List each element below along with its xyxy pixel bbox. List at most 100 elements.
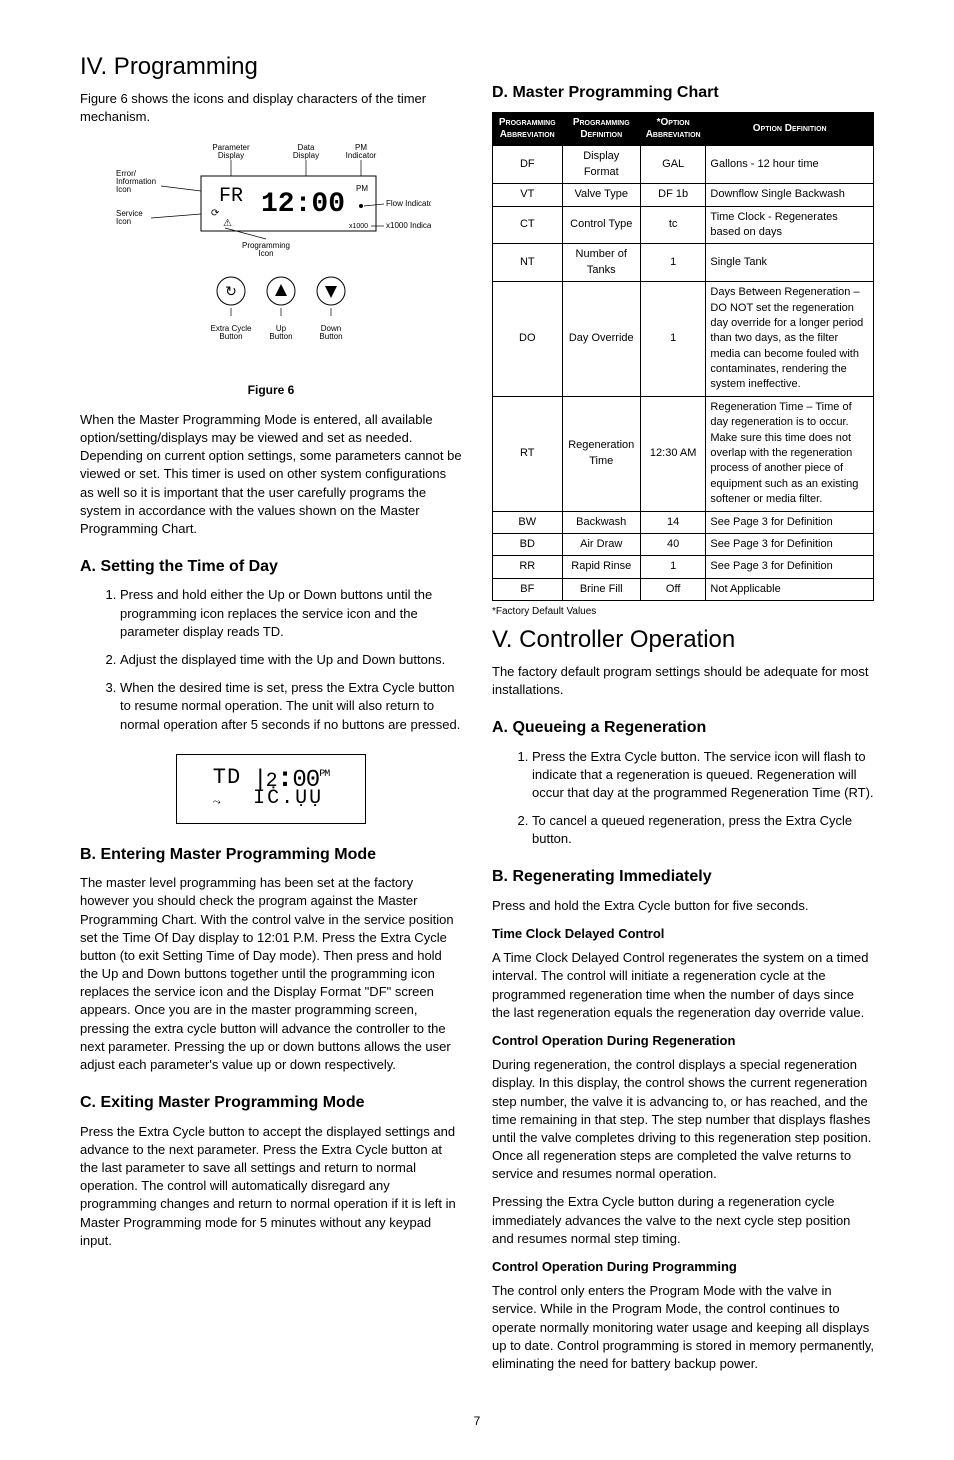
td: 1 <box>640 244 705 282</box>
section-a-title: A. Setting the Time of Day <box>80 556 462 578</box>
list-item: When the desired time is set, press the … <box>120 679 462 734</box>
td: Regeneration Time <box>562 396 640 511</box>
td: GAL <box>640 146 705 184</box>
svg-text:Flow Indicator: Flow Indicator <box>386 199 431 208</box>
td: tc <box>640 206 705 244</box>
th: *Option Abbreviation <box>640 113 705 146</box>
section-d-title: D. Master Programming Chart <box>492 82 874 104</box>
section-5-title: V. Controller Operation <box>492 623 874 657</box>
list-item: To cancel a queued regeneration, press t… <box>532 812 874 848</box>
svg-text:12:00: 12:00 <box>261 189 345 220</box>
table-footnote: *Factory Default Values <box>492 605 874 619</box>
td: BD <box>493 533 563 555</box>
page-number: 7 <box>80 1413 874 1430</box>
section-b-title: B. Entering Master Programming Mode <box>80 844 462 866</box>
section-5b-p1: Press and hold the Extra Cycle button fo… <box>492 897 874 915</box>
td: 1 <box>640 556 705 578</box>
section-5b-p2: A Time Clock Delayed Control regenerates… <box>492 949 874 1022</box>
lcd-param: TD <box>213 765 241 790</box>
td: RT <box>493 396 563 511</box>
td: Number of Tanks <box>562 244 640 282</box>
svg-text:Button: Button <box>269 332 292 341</box>
figure-6-diagram: FR 12:00 PM x1000 ⟳ ⚠ Parameter Display … <box>111 136 431 376</box>
section-4-title: IV. Programming <box>80 50 462 84</box>
section-5b-p5: The control only enters the Program Mode… <box>492 1282 874 1373</box>
td: Display Format <box>562 146 640 184</box>
td: Backwash <box>562 511 640 533</box>
section-c-title: C. Exiting Master Programming Mode <box>80 1092 462 1114</box>
td: Single Tank <box>706 244 874 282</box>
td: DO <box>493 282 563 397</box>
after-figure-text: When the Master Programming Mode is ente… <box>80 411 462 538</box>
td: 40 <box>640 533 705 555</box>
td: BF <box>493 578 563 600</box>
table-row: NTNumber of Tanks1Single Tank <box>493 244 874 282</box>
svg-text:Indicator: Indicator <box>346 151 377 160</box>
table-row: CTControl TypetcTime Clock - Regenerates… <box>493 206 874 244</box>
td: DF <box>493 146 563 184</box>
td: Brine Fill <box>562 578 640 600</box>
td: Gallons - 12 hour time <box>706 146 874 184</box>
section-5-intro: The factory default program settings sho… <box>492 663 874 699</box>
svg-text:Display: Display <box>293 151 319 160</box>
td: NT <box>493 244 563 282</box>
sub-time-clock: Time Clock Delayed Control <box>492 925 874 943</box>
lcd-pm: PM <box>319 769 329 780</box>
svg-text:x1000 Indicator: x1000 Indicator <box>386 221 431 230</box>
svg-text:Button: Button <box>219 332 242 341</box>
section-4-intro: Figure 6 shows the icons and display cha… <box>80 90 462 126</box>
td: Control Type <box>562 206 640 244</box>
td: See Page 3 for Definition <box>706 533 874 555</box>
td: Not Applicable <box>706 578 874 600</box>
table-row: BWBackwash14See Page 3 for Definition <box>493 511 874 533</box>
master-programming-table: Programming Abbreviation Programming Def… <box>492 112 874 601</box>
th: Programming Abbreviation <box>493 113 563 146</box>
table-row: DODay Override1Days Between Regeneration… <box>493 282 874 397</box>
section-c-body: Press the Extra Cycle button to accept t… <box>80 1123 462 1250</box>
td: DF 1b <box>640 184 705 206</box>
svg-text:⚠: ⚠ <box>223 218 232 229</box>
section-5a-list: Press the Extra Cycle button. The servic… <box>492 748 874 849</box>
td: Day Override <box>562 282 640 397</box>
svg-text:⟳: ⟳ <box>211 208 220 219</box>
td: Regeneration Time – Time of day regenera… <box>706 396 874 511</box>
section-5a-title: A. Queueing a Regeneration <box>492 717 874 739</box>
td: RR <box>493 556 563 578</box>
table-row: DFDisplay FormatGALGallons - 12 hour tim… <box>493 146 874 184</box>
td: BW <box>493 511 563 533</box>
svg-text:PM: PM <box>356 184 368 193</box>
td: 12:30 AM <box>640 396 705 511</box>
td: 1 <box>640 282 705 397</box>
td: Air Draw <box>562 533 640 555</box>
td: Time Clock - Regenerates based on days <box>706 206 874 244</box>
svg-text:Icon: Icon <box>258 249 273 258</box>
th: Option Definition <box>706 113 874 146</box>
list-item: Adjust the displayed time with the Up an… <box>120 651 462 669</box>
list-item: Press the Extra Cycle button. The servic… <box>532 748 874 803</box>
th: Programming Definition <box>562 113 640 146</box>
svg-text:↻: ↻ <box>225 283 237 299</box>
td: Rapid Rinse <box>562 556 640 578</box>
td: See Page 3 for Definition <box>706 556 874 578</box>
td-lcd-display: TD ⤳ |2:00PM IĊ.ỤỤ <box>176 754 366 824</box>
section-5b-p4: Pressing the Extra Cycle button during a… <box>492 1193 874 1248</box>
svg-text:Button: Button <box>319 332 342 341</box>
svg-text:Display: Display <box>218 151 244 160</box>
svg-text:Icon: Icon <box>116 185 131 194</box>
table-row: BDAir Draw40See Page 3 for Definition <box>493 533 874 555</box>
svg-text:FR: FR <box>219 185 243 208</box>
td: Downflow Single Backwash <box>706 184 874 206</box>
td: CT <box>493 206 563 244</box>
svg-text:x1000: x1000 <box>349 223 368 230</box>
sub-regen: Control Operation During Regeneration <box>492 1032 874 1050</box>
section-b-body: The master level programming has been se… <box>80 874 462 1074</box>
section-a-list: Press and hold either the Up or Down but… <box>80 586 462 733</box>
svg-text:Icon: Icon <box>116 217 131 226</box>
td: Days Between Regeneration – DO NOT set t… <box>706 282 874 397</box>
list-item: Press and hold either the Up or Down but… <box>120 586 462 641</box>
td: Off <box>640 578 705 600</box>
sub-programming: Control Operation During Programming <box>492 1258 874 1276</box>
td: VT <box>493 184 563 206</box>
td: See Page 3 for Definition <box>706 511 874 533</box>
figure-6-caption: Figure 6 <box>80 382 462 399</box>
